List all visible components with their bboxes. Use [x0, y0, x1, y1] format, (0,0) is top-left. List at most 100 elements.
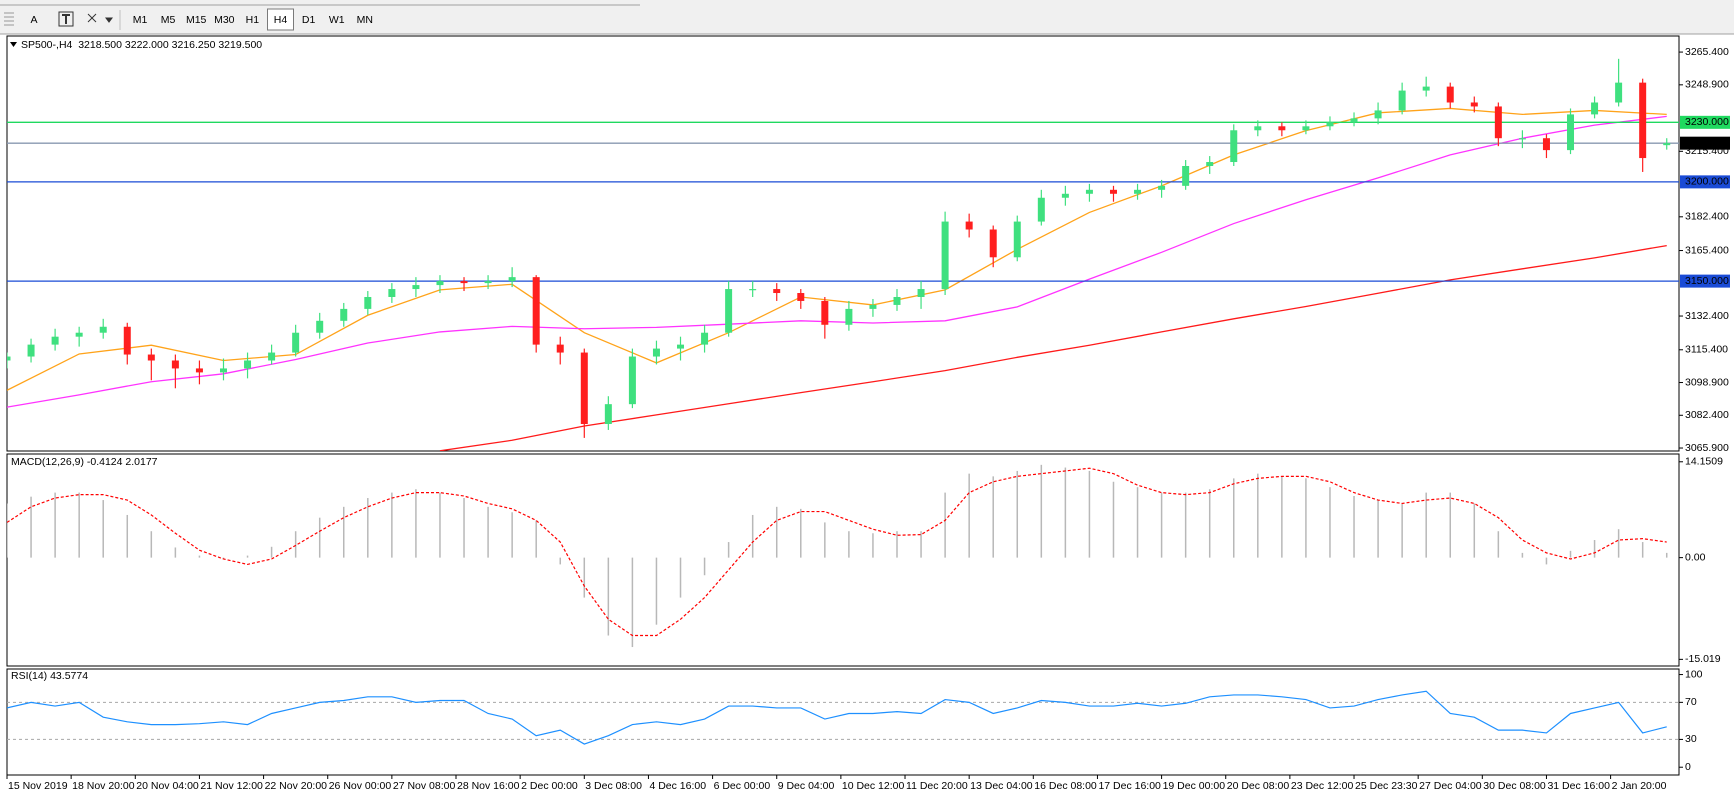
- candle-body: [1494, 106, 1502, 139]
- candle-body: [195, 368, 203, 373]
- candle-body: [1230, 130, 1238, 163]
- candle-body: [340, 308, 348, 321]
- candle-body: [604, 404, 612, 425]
- candle-body: [1470, 102, 1478, 107]
- candle-body: [1206, 162, 1214, 166]
- x-tick-label: 22 Nov 20:00: [265, 780, 328, 792]
- candle-body: [75, 332, 83, 337]
- y-tick-label: 100: [1685, 668, 1703, 680]
- x-tick-label: 16 Dec 08:00: [1034, 780, 1097, 792]
- text-tool[interactable]: A: [30, 14, 37, 26]
- candle-body: [484, 281, 492, 284]
- candle-body: [388, 289, 396, 297]
- level-label: 3219.500: [1685, 137, 1729, 149]
- axes: 3265.4003248.9003215.4003182.4003165.400…: [6, 46, 1730, 792]
- y-tick-label: 3265.400: [1685, 46, 1729, 58]
- x-tick-label: 28 Nov 16:00: [457, 780, 520, 792]
- candle-body: [749, 289, 757, 291]
- candle-body: [412, 285, 420, 290]
- x-tick-label: 15 Nov 2019: [8, 780, 68, 792]
- x-tick-label: 27 Dec 04:00: [1419, 780, 1482, 792]
- moving-average: [7, 115, 1667, 408]
- candle-body: [1158, 185, 1166, 190]
- candle-body: [27, 344, 35, 357]
- x-tick-label: 2 Jan 20:00: [1612, 780, 1667, 792]
- candle-body: [1422, 86, 1430, 91]
- collapse-arrow[interactable]: [10, 42, 17, 47]
- candle-body: [1254, 126, 1262, 131]
- timeframe-label[interactable]: H1: [246, 14, 260, 26]
- y-tick-label: -15.019: [1685, 653, 1721, 665]
- x-tick-label: 20 Nov 04:00: [136, 780, 199, 792]
- x-tick-label: 27 Nov 08:00: [393, 780, 456, 792]
- level-label: 3150.000: [1685, 275, 1729, 287]
- label-tool[interactable]: [58, 11, 74, 27]
- candle-body: [1374, 110, 1382, 119]
- x-tick-label: 31 Dec 16:00: [1547, 780, 1610, 792]
- candle-body: [701, 332, 709, 345]
- candle-body: [316, 320, 324, 333]
- macd-title: MACD(12,26,9) -0.4124 2.0177: [11, 456, 158, 468]
- x-tick-label: 2 Dec 00:00: [521, 780, 578, 792]
- x-tick-label: 17 Dec 16:00: [1098, 780, 1161, 792]
- timeframe-label[interactable]: M30: [214, 14, 235, 26]
- macd-plot: [7, 464, 1668, 648]
- chart-title: SP500-,H4 3218.500 3222.000 3216.250 321…: [21, 39, 262, 51]
- timeframe-button[interactable]: [267, 8, 294, 31]
- y-tick-label: 0.00: [1685, 551, 1706, 563]
- candle-body: [1278, 126, 1286, 131]
- y-tick-label: 70: [1685, 696, 1697, 708]
- timeframe-label[interactable]: M1: [133, 14, 148, 26]
- rsi-title: RSI(14) 43.5774: [11, 670, 88, 682]
- candle-body: [99, 326, 107, 333]
- y-tick-label: 0: [1685, 761, 1691, 773]
- main-panel: [6, 35, 1680, 452]
- y-tick-label: 30: [1685, 733, 1697, 745]
- candle-body: [1037, 197, 1045, 222]
- candle-body: [1134, 189, 1142, 194]
- y-tick-label: 14.1509: [1685, 456, 1723, 468]
- candle-body: [869, 304, 877, 309]
- candle-body: [1013, 221, 1021, 258]
- candle-body: [965, 221, 973, 230]
- candle-body: [1326, 122, 1334, 127]
- arrows-tool[interactable]: [87, 13, 113, 23]
- x-tick-label: 21 Nov 12:00: [200, 780, 263, 792]
- timeframe-label[interactable]: MN: [357, 14, 373, 26]
- y-tick-label: 3248.900: [1685, 79, 1729, 91]
- candle-body: [1446, 86, 1454, 103]
- level-label: 3230.000: [1685, 116, 1729, 128]
- candle-body: [1350, 118, 1358, 123]
- timeframe-label[interactable]: M15: [186, 14, 207, 26]
- x-tick-label: 30 Dec 08:00: [1483, 780, 1546, 792]
- level-label-box: [1680, 115, 1730, 129]
- x-tick-label: 19 Dec 00:00: [1163, 780, 1226, 792]
- candle-body: [628, 356, 636, 405]
- macd-panel: [6, 453, 1680, 667]
- candle-body: [7, 356, 11, 361]
- toolbar-grip: [4, 12, 14, 26]
- level-label: 3200.000: [1685, 176, 1729, 188]
- candle-body: [219, 368, 227, 373]
- timeframe-label[interactable]: M5: [161, 14, 176, 26]
- timeframe-label[interactable]: H4: [274, 14, 288, 26]
- x-tick-label: 4 Dec 16:00: [649, 780, 706, 792]
- timeframe-label[interactable]: D1: [302, 14, 316, 26]
- candle-body: [171, 360, 179, 369]
- level-label-box: [1680, 274, 1730, 288]
- y-tick-label: 3132.400: [1685, 310, 1729, 322]
- candle-body: [821, 300, 829, 325]
- rsi-panel: [6, 668, 1680, 776]
- moving-average: [7, 107, 1667, 391]
- timeframe-label[interactable]: W1: [329, 14, 345, 26]
- candle-body: [917, 289, 925, 297]
- x-tick-label: 6 Dec 00:00: [714, 780, 771, 792]
- rsi-line: [7, 690, 1667, 745]
- candle-body: [893, 296, 901, 305]
- candle-body: [460, 281, 468, 284]
- x-tick-label: 13 Dec 04:00: [970, 780, 1033, 792]
- candle-body: [1518, 138, 1526, 140]
- candle-body: [364, 296, 372, 309]
- candle-body: [244, 360, 252, 369]
